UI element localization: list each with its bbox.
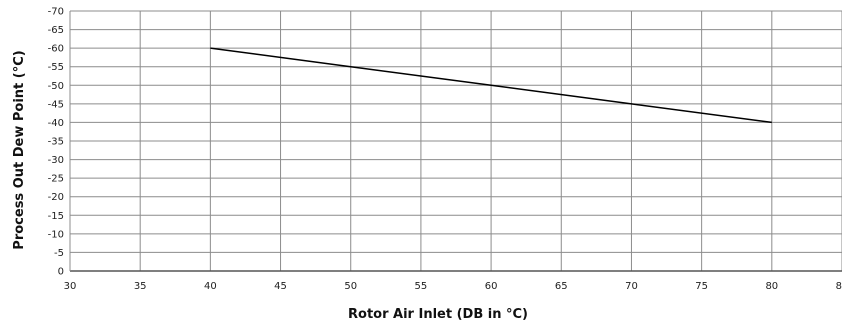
y-tick-label: -35: [48, 137, 64, 148]
y-tick-label: -70: [48, 7, 64, 18]
x-tick-label: 55: [415, 281, 428, 292]
y-axis-title: Process Out Dew Point (°C): [12, 50, 27, 249]
y-tick-label: -15: [48, 211, 64, 222]
y-tick-label: -65: [48, 25, 64, 36]
series-layer: [210, 47, 772, 124]
x-tick-label: 70: [625, 281, 638, 292]
y-tick-label: -30: [48, 155, 64, 166]
x-tick-label: 50: [344, 281, 357, 292]
y-tick-label: 0: [58, 267, 64, 278]
y-tick-label: -60: [48, 44, 64, 55]
x-tick-label: 40: [204, 281, 217, 292]
x-tick-labels: 30 35 40 45 50 55 60 65 70 75 80 85: [64, 281, 842, 292]
x-tick-label: 75: [695, 281, 708, 292]
y-tick-label: -45: [48, 99, 64, 110]
y-tick-label: -55: [48, 62, 64, 73]
y-tick-label: -25: [48, 174, 64, 185]
grid: [69, 10, 842, 272]
y-tick-label: -50: [48, 81, 64, 92]
y-tick-label: -10: [48, 229, 64, 240]
x-tick-label: 30: [64, 281, 77, 292]
x-tick-label: 65: [555, 281, 568, 292]
dew-point-series-line: [210, 47, 772, 124]
x-tick-label: 60: [485, 281, 498, 292]
x-axis-title: Rotor Air Inlet (DB in °C): [348, 307, 528, 322]
x-tick-label: 85: [836, 281, 842, 292]
y-tick-label: -40: [48, 118, 64, 129]
x-tick-label: 45: [274, 281, 287, 292]
y-tick-label: -20: [48, 192, 64, 203]
x-tick-label: 80: [765, 281, 778, 292]
x-tick-label: 35: [134, 281, 147, 292]
y-tick-label: -5: [54, 248, 64, 259]
y-tick-labels: 0 -5 -10 -15 -20 -25 -30 -35 -40 -45 -50 -55 -60 -65 -…: [48, 7, 64, 278]
